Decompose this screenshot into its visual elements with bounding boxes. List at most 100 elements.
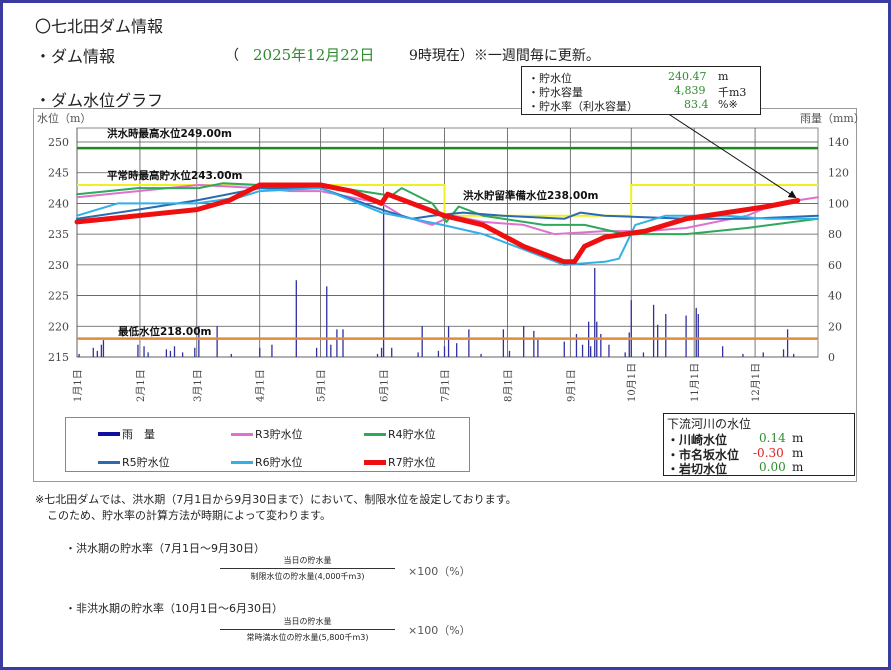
legend-r7: R7貯水位 bbox=[364, 454, 436, 470]
rain-bar bbox=[652, 304, 655, 357]
info-unit: m bbox=[718, 70, 729, 83]
normal-max-level-label: 平常時最高貯水位243.00m bbox=[107, 169, 243, 182]
water-level-chart: 215 220 225 230 235 240 245 250 0 20 40 60 80 100 120 1… bbox=[37, 111, 865, 402]
rain-bar bbox=[742, 353, 744, 357]
x-tick-label: 3月1日 bbox=[192, 369, 204, 402]
formula-denominator: 常時満水位の貯水量(5,800千m3) bbox=[246, 633, 369, 642]
legend-r5: R5貯水位 bbox=[98, 454, 170, 470]
update-time-note: 9時現在）※一週間毎に更新。 bbox=[409, 48, 600, 64]
rain-bar bbox=[533, 330, 535, 357]
rain-bar bbox=[468, 329, 470, 357]
legend-r6: R6貯水位 bbox=[231, 454, 303, 470]
rain-bar bbox=[376, 353, 379, 357]
y2-tick-label: 80 bbox=[828, 228, 842, 241]
rain-bar bbox=[456, 343, 458, 357]
rain-bar bbox=[295, 280, 297, 357]
rain-bar bbox=[165, 349, 168, 357]
rain-bar bbox=[230, 353, 232, 357]
x-tick-label: 9月1日 bbox=[565, 369, 577, 402]
legend-label: R4貯水位 bbox=[388, 428, 436, 441]
rain-bar bbox=[100, 344, 103, 357]
dam-info-label: ・ダム情報 bbox=[35, 47, 116, 66]
rain-bar bbox=[78, 353, 80, 357]
y-axis-label: 水位（m） bbox=[37, 111, 91, 125]
rain-bar bbox=[782, 349, 785, 357]
rain-bar bbox=[342, 329, 344, 357]
y-tick-label: 250 bbox=[48, 136, 69, 149]
rain-bar bbox=[271, 344, 273, 357]
rain-bar bbox=[315, 347, 318, 357]
rain-bar bbox=[336, 329, 338, 357]
y-tick-label: 235 bbox=[48, 228, 69, 241]
rain-bar bbox=[137, 344, 139, 357]
rain-bar bbox=[391, 347, 393, 357]
legend-label: R7貯水位 bbox=[388, 456, 436, 469]
rain-bar bbox=[443, 346, 446, 357]
min-level-label: 最低水位218.00m bbox=[118, 325, 212, 338]
flood-rate-multiplier: ×100（%） bbox=[408, 565, 471, 578]
rain-bar bbox=[642, 352, 645, 357]
current-status-box: ・貯水位 240.47 m ・貯水容量 4,839 千m3 ・貯水率（利水容量）… bbox=[521, 66, 761, 115]
legend-swatch bbox=[364, 459, 386, 465]
rain-bar bbox=[194, 347, 196, 357]
downstream-river-box: 下流河川の水位 ・川崎水位 0.14 m ・市名坂水位 -0.30 m ・岩切水… bbox=[663, 413, 855, 476]
river-title: 下流河川の水位 bbox=[667, 417, 752, 431]
info-label: ・貯水位 bbox=[528, 72, 572, 85]
river-unit: m bbox=[792, 446, 804, 460]
y-tick-label: 220 bbox=[48, 320, 69, 333]
x-tick-label: 1月1日 bbox=[72, 369, 84, 402]
update-date: 2025年12月22日 bbox=[253, 46, 375, 64]
legend-swatch bbox=[98, 432, 120, 436]
info-value: 83.4 bbox=[684, 98, 709, 111]
river-value: 0.14 bbox=[759, 431, 786, 445]
x-tick-label: 8月1日 bbox=[502, 369, 514, 402]
rain-bar bbox=[508, 350, 511, 357]
info-value: 4,839 bbox=[674, 84, 706, 97]
rain-bar bbox=[147, 352, 149, 357]
y-tick-label: 230 bbox=[48, 259, 69, 272]
legend-swatch bbox=[364, 432, 386, 436]
rain-bar bbox=[96, 350, 99, 357]
x-tick-label: 6月1日 bbox=[379, 369, 391, 402]
rain-bar bbox=[665, 314, 667, 357]
legend-label: R3貯水位 bbox=[255, 428, 303, 441]
rain-bar bbox=[380, 347, 383, 357]
rain-bar bbox=[608, 344, 610, 357]
legend-swatch bbox=[231, 460, 253, 464]
rain-bar bbox=[259, 347, 261, 357]
info-label: ・貯水容量 bbox=[528, 86, 583, 99]
chart-container bbox=[33, 108, 857, 482]
rain-bar bbox=[685, 315, 687, 357]
river-unit: m bbox=[792, 460, 804, 474]
rain-bar bbox=[581, 344, 584, 357]
rain-bar bbox=[697, 314, 699, 357]
rain-bar bbox=[575, 333, 578, 357]
rain-bar bbox=[657, 324, 659, 357]
legend-swatch bbox=[231, 432, 253, 436]
pointer-arrow bbox=[666, 112, 797, 199]
rain-bar bbox=[143, 346, 145, 357]
nonflood-rate-title: ・非洪水期の貯水率（10月1日～6月30日） bbox=[65, 602, 283, 615]
info-unit: %※ bbox=[718, 98, 738, 111]
river-label: ・川崎水位 bbox=[667, 433, 728, 447]
rain-bar bbox=[447, 326, 450, 357]
y-tick-label: 240 bbox=[48, 197, 69, 210]
x-tick-label: 4月1日 bbox=[255, 369, 267, 402]
plot-area bbox=[76, 127, 819, 358]
rain-bar bbox=[480, 353, 482, 357]
rain-bar bbox=[181, 352, 184, 357]
rain-bar bbox=[417, 352, 419, 357]
rain-bar bbox=[173, 346, 176, 357]
river-value: -0.30 bbox=[753, 446, 784, 460]
x-tick-label: 5月1日 bbox=[316, 369, 328, 402]
x-tick-label: 7月1日 bbox=[439, 369, 451, 402]
flood-max-level-label: 洪水時最高水位249.00m bbox=[107, 127, 232, 140]
rain-bar bbox=[537, 338, 539, 357]
rain-bar bbox=[594, 267, 596, 357]
fraction-bar bbox=[220, 629, 395, 630]
y2-tick-label: 40 bbox=[828, 290, 842, 303]
rain-bar bbox=[695, 307, 697, 357]
legend-swatch bbox=[98, 460, 120, 464]
graph-label: ・ダム水位グラフ bbox=[35, 91, 164, 110]
